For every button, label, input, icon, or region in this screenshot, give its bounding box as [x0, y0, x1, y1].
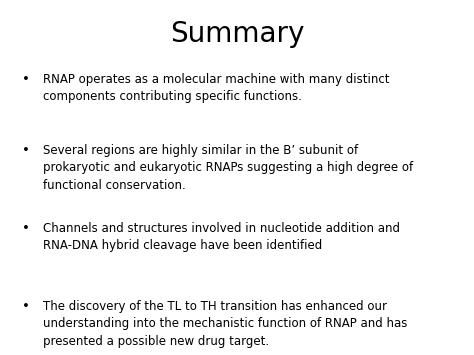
- Text: Channels and structures involved in nucleotide addition and
RNA-DNA hybrid cleav: Channels and structures involved in nucl…: [43, 222, 400, 252]
- Text: •: •: [22, 300, 30, 313]
- Text: •: •: [22, 222, 30, 235]
- Text: •: •: [22, 144, 30, 157]
- Text: Several regions are highly similar in the B’ subunit of
prokaryotic and eukaryot: Several regions are highly similar in th…: [43, 144, 413, 192]
- Text: The discovery of the TL to TH transition has enhanced our
understanding into the: The discovery of the TL to TH transition…: [43, 300, 407, 348]
- Text: •: •: [22, 73, 30, 86]
- Text: Summary: Summary: [170, 20, 304, 48]
- Text: RNAP operates as a molecular machine with many distinct
components contributing : RNAP operates as a molecular machine wit…: [43, 73, 389, 103]
